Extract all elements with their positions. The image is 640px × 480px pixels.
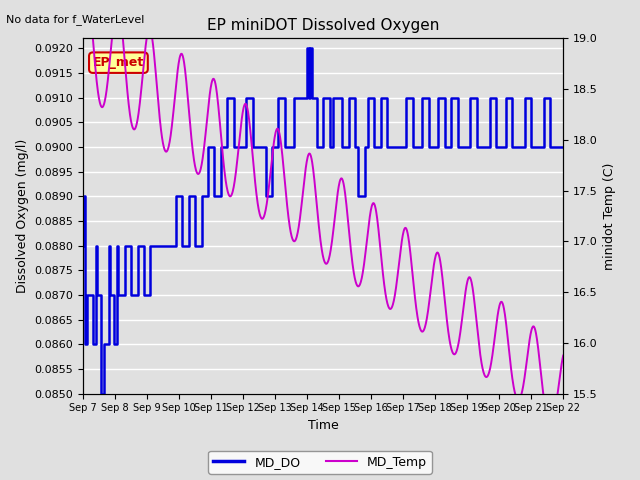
Legend: MD_DO, MD_Temp: MD_DO, MD_Temp — [208, 451, 432, 474]
Y-axis label: Dissolved Oxygen (mg/l): Dissolved Oxygen (mg/l) — [16, 139, 29, 293]
Title: EP miniDOT Dissolved Oxygen: EP miniDOT Dissolved Oxygen — [207, 18, 440, 33]
X-axis label: Time: Time — [308, 419, 339, 432]
Y-axis label: minidot Temp (C): minidot Temp (C) — [604, 162, 616, 270]
Text: EP_met: EP_met — [93, 56, 144, 69]
Text: No data for f_WaterLevel: No data for f_WaterLevel — [6, 14, 145, 25]
